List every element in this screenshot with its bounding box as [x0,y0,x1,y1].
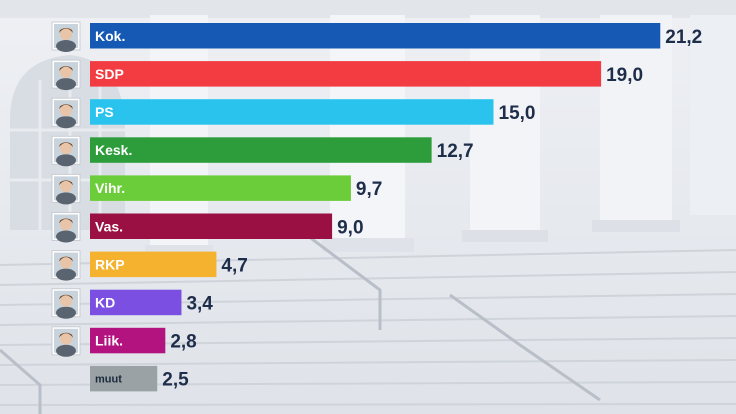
value-label: 19,0 [606,65,643,86]
party-leader-portrait [51,21,81,52]
party-leader-portrait [51,59,81,91]
category-label: KD [95,294,115,310]
category-label: Kesk. [95,142,132,158]
bar-row: Vihr. 9,7 [51,173,382,205]
category-label: Liik. [95,333,123,349]
category-label: SDP [95,66,124,82]
bar [90,175,351,201]
bar-row: Liik. 2,8 [51,326,197,357]
party-leader-portrait [51,326,81,357]
value-label: 9,7 [356,179,382,200]
value-label: 2,5 [162,370,189,391]
value-label: 3,4 [186,293,213,314]
bar [90,23,661,49]
bar [90,137,432,163]
category-label: Vihr. [95,180,125,196]
party-leader-portrait [51,135,81,167]
bar [90,61,602,87]
bar-row: Kok. 21,2 [51,21,702,52]
category-label: PS [95,104,114,120]
category-label: RKP [95,256,125,272]
value-label: 12,7 [437,141,474,162]
bar [90,99,494,125]
bar-row: PS 15,0 [51,97,536,129]
bar-row: RKP 4,7 [51,250,248,281]
value-label: 9,0 [337,217,363,238]
bar [90,289,182,316]
bar-row: KD 3,4 [51,288,213,319]
value-label: 4,7 [221,255,247,276]
value-label: 15,0 [499,103,536,124]
party-leader-portrait [51,212,81,243]
party-leader-portrait [51,97,81,129]
bar [90,365,158,392]
bar [90,251,217,278]
bar [90,213,333,239]
bar-row: muut 2,5 [90,365,189,392]
party-leader-portrait [51,250,81,281]
value-label: 21,2 [665,27,702,48]
value-label: 2,8 [170,332,196,353]
bar-row: Vas. 9,0 [51,212,364,243]
party-leader-portrait [51,173,81,205]
bar-row: Kesk. 12,7 [51,135,474,167]
bars-layer: Kok. 21,2 SDP 19,0 PS 15,0 Kesk. 12,7 Vihr. 9,7 Va… [51,21,702,392]
category-label: muut [95,374,122,386]
category-label: Kok. [95,28,125,44]
category-label: Vas. [95,218,123,234]
party-leader-portrait [51,288,81,319]
bar-row: SDP 19,0 [51,59,643,91]
bar [90,327,166,354]
